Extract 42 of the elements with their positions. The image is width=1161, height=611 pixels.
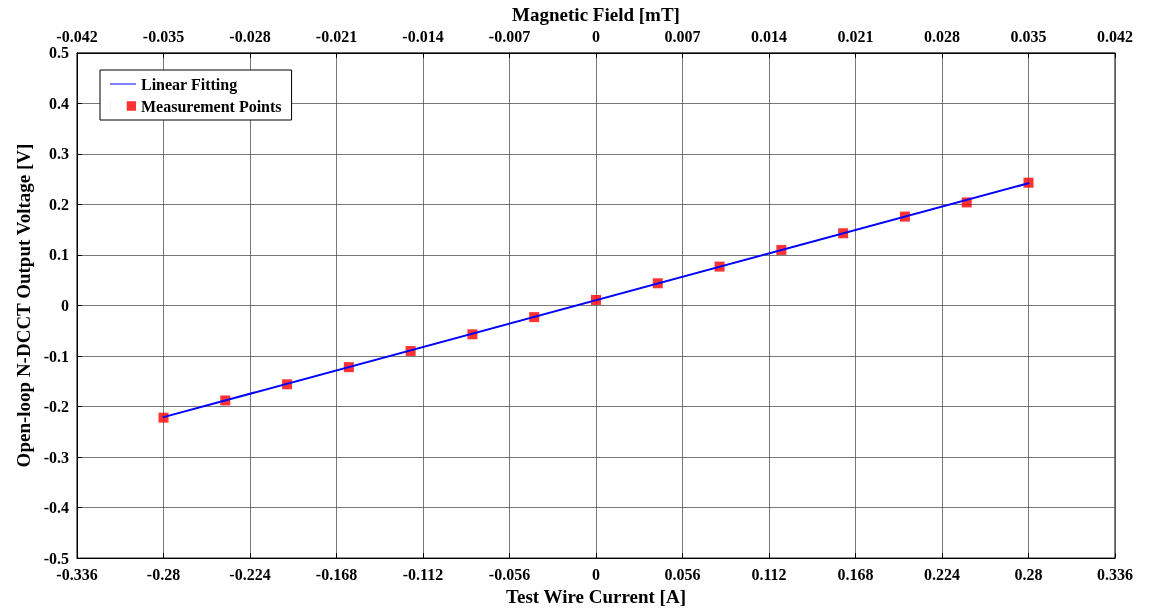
x2-tick-label: 0 [592, 28, 600, 46]
x-tick-label: -0.056 [488, 565, 531, 583]
x2-tick-label: 0.021 [837, 28, 874, 46]
x-tick-label: 0.056 [664, 565, 701, 583]
x-tick-label: -0.112 [402, 565, 444, 583]
legend-label: Linear Fitting [141, 75, 238, 94]
x2-tick-label: -0.028 [229, 28, 271, 46]
x2-tick-label: 0.007 [664, 28, 701, 46]
x2-tick-label: 0.014 [751, 28, 787, 46]
y-tick-label: -0.4 [43, 499, 69, 517]
y-tick-label: 0.4 [49, 94, 69, 112]
y-tick-label: 0.3 [49, 145, 69, 163]
y-tick-label: -0.5 [43, 549, 69, 567]
x-tick-label: 0 [592, 565, 600, 583]
x-tick-label: -0.224 [229, 565, 271, 583]
x-tick-label: -0.28 [146, 565, 181, 583]
x2-tick-label: 0.035 [1010, 28, 1047, 46]
x2-tick-label: -0.021 [315, 28, 358, 46]
x2-axis-title: Magnetic Field [mT] [512, 4, 680, 25]
y-tick-label: 0.2 [49, 195, 69, 213]
x2-tick-label: 0.042 [1097, 28, 1133, 46]
y-axis-title: Open-loop N-DCCT Output Voltage [V] [12, 143, 34, 468]
x-tick-label: 0.168 [837, 565, 874, 583]
x-tick-label: 0.224 [924, 565, 960, 583]
y-tick-label: -0.1 [43, 347, 69, 365]
x2-tick-label: 0.028 [924, 28, 960, 46]
x-tick-label: 0.28 [1014, 565, 1043, 583]
x2-tick-label: -0.042 [56, 28, 98, 46]
x-tick-label: -0.336 [56, 565, 98, 583]
x2-tick-label: -0.007 [488, 28, 531, 46]
x-tick-label: -0.168 [315, 565, 358, 583]
y-tick-label: 0.5 [49, 44, 69, 62]
y-tick-label: -0.3 [43, 448, 69, 466]
legend-label: Measurement Points [141, 97, 282, 115]
x2-tick-label: -0.014 [402, 28, 444, 46]
x-axis-title: Test Wire Current [A] [506, 586, 686, 607]
y-tick-label: 0.1 [49, 246, 69, 264]
y-tick-label: -0.2 [43, 398, 69, 416]
x2-tick-label: -0.035 [142, 28, 185, 46]
x-tick-label: 0.336 [1097, 565, 1133, 583]
x-tick-label: 0.112 [751, 565, 787, 583]
y-tick-label: 0 [61, 297, 69, 314]
